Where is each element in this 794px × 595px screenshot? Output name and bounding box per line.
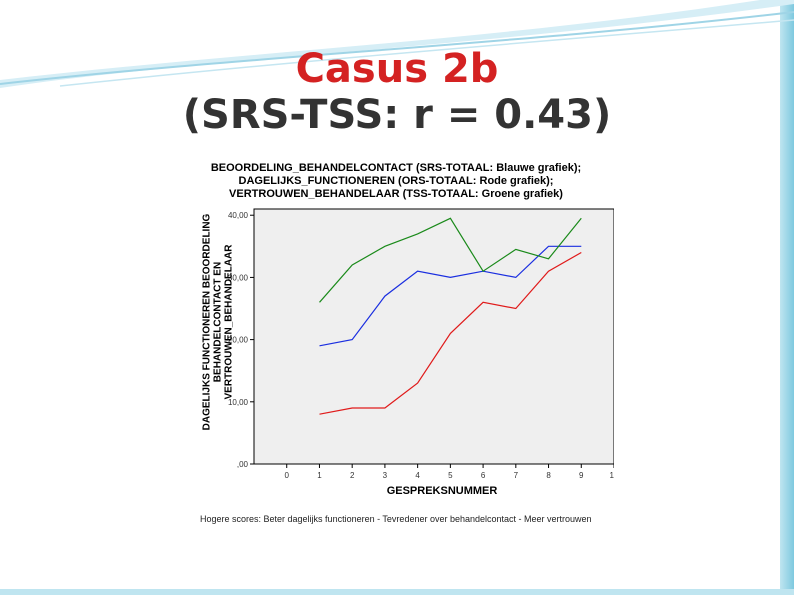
x-tick-label: 2 bbox=[350, 471, 355, 480]
x-tick-label: 8 bbox=[546, 471, 551, 480]
decorative-swoosh bbox=[0, 0, 794, 88]
chart-container: BEOORDELING_BEHANDELCONTACT (SRS-TOTAAL:… bbox=[172, 160, 614, 532]
slide-frame-right bbox=[780, 0, 794, 595]
y-tick-label: ,00 bbox=[237, 460, 249, 469]
plot-area bbox=[253, 208, 614, 465]
y-tick-label: 20,00 bbox=[228, 336, 249, 345]
series-line-1 bbox=[319, 251, 582, 415]
y-axis-label-line: VERTROUWEN_BEHANDELAAR bbox=[223, 244, 235, 400]
y-axis-label-line: DAGELIJKS FUNCTIONEREN BEOORDELING bbox=[201, 213, 213, 431]
chart-title-line: VERTROUWEN_BEHANDELAAR (TSS-TOTAAL: Groe… bbox=[229, 188, 563, 200]
slide-subtitle: (SRS-TSS: r = 0.43) bbox=[182, 92, 612, 138]
slide-frame-bottom bbox=[0, 589, 794, 595]
series-line-0 bbox=[319, 245, 582, 347]
chart-title-line: BEOORDELING_BEHANDELCONTACT (SRS-TOTAAL:… bbox=[210, 162, 582, 174]
slide-title: Casus 2b bbox=[295, 46, 499, 92]
x-tick-label: 4 bbox=[415, 471, 420, 480]
x-tick-label: 0 bbox=[285, 471, 290, 480]
chart-title-line: DAGELIJKS_FUNCTIONEREN (ORS-TOTAAL: Rode… bbox=[238, 175, 554, 187]
series-line-2 bbox=[319, 217, 582, 303]
y-tick-label: 10,00 bbox=[228, 398, 249, 407]
y-tick-label: 30,00 bbox=[228, 273, 249, 282]
y-axis-label: DAGELIJKS FUNCTIONEREN BEOORDELING BEHAN… bbox=[202, 182, 235, 462]
chart-footnote: Hogere scores: Beter dagelijks functione… bbox=[200, 514, 592, 524]
x-tick-label: 9 bbox=[579, 471, 584, 480]
x-tick-label: 10 bbox=[610, 471, 614, 480]
y-tick-label: 40,00 bbox=[228, 211, 249, 220]
x-tick-label: 7 bbox=[514, 471, 519, 480]
line-chart: ,00 10,00 20,00 30,00 40,00 0 1 2 3 4 5 6 7 8 9 10 bbox=[228, 208, 614, 480]
chart-title: BEOORDELING_BEHANDELCONTACT (SRS-TOTAAL:… bbox=[178, 162, 614, 201]
x-axis-label: GESPREKSNUMMER bbox=[386, 485, 498, 497]
x-tick-label: 6 bbox=[481, 471, 486, 480]
x-tick-label: 1 bbox=[317, 471, 322, 480]
x-tick-label: 3 bbox=[383, 471, 388, 480]
y-axis-label-line: BEHANDELCONTACT EN bbox=[212, 261, 224, 383]
x-tick-label: 5 bbox=[448, 471, 453, 480]
